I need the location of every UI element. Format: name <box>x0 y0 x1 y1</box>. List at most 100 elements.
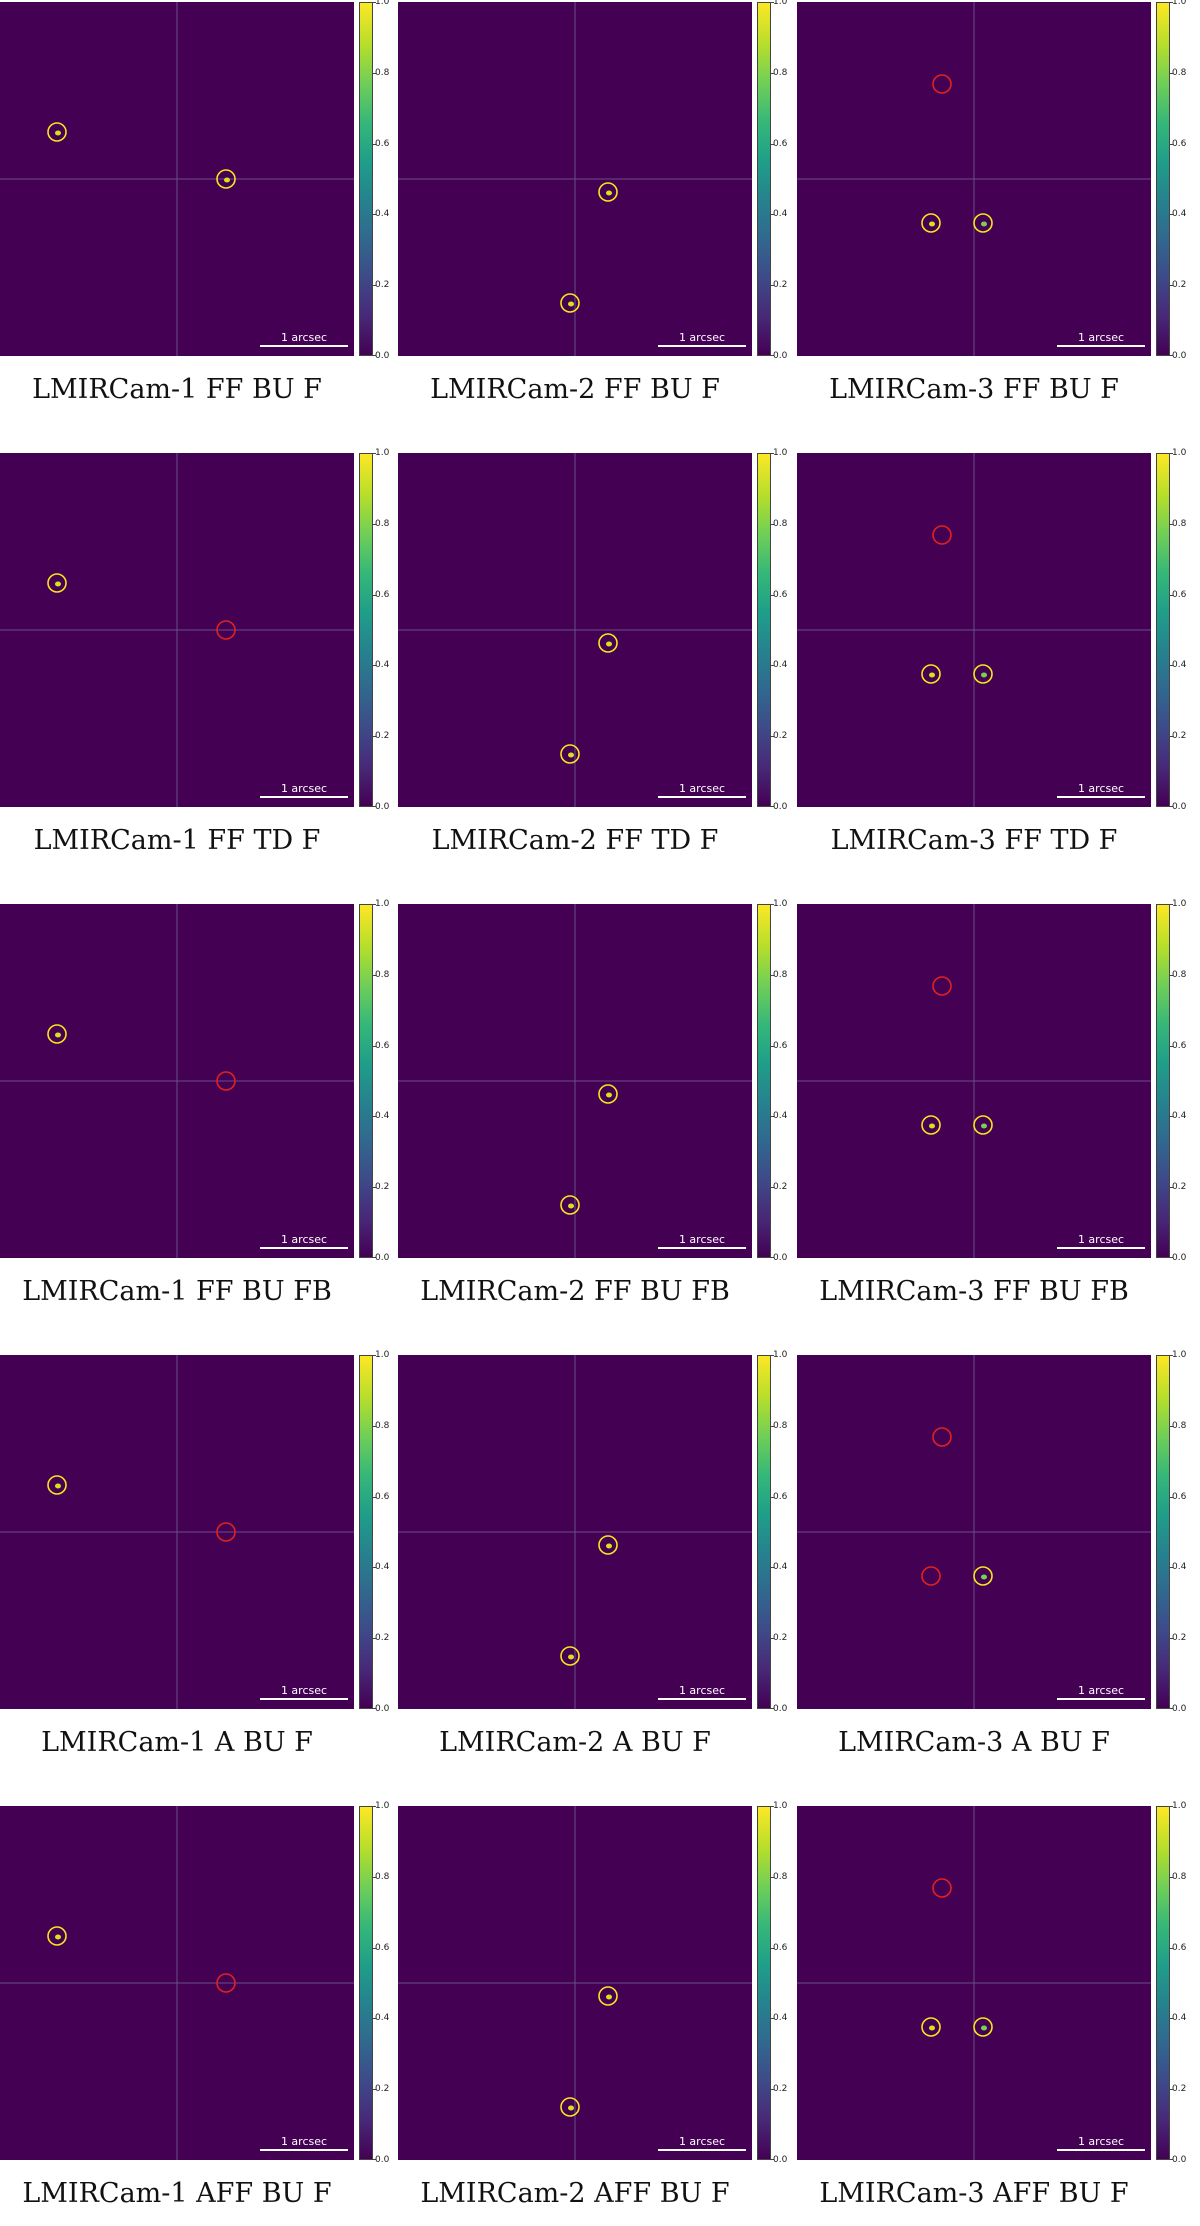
colorbar-tick-mark <box>373 1567 376 1569</box>
scale-bar <box>1057 1698 1145 1700</box>
colorbar-tick-label: 1.0 <box>1172 1801 1187 1811</box>
colorbar-tick-label: 0.8 <box>773 1420 788 1431</box>
colorbar-tick-mark <box>1170 1355 1173 1356</box>
colorbar-tick-mark <box>771 1496 774 1498</box>
colorbar-tick-mark <box>373 72 376 74</box>
colorbar-tick-mark <box>771 2159 774 2160</box>
colorbar-tick-mark <box>771 665 774 667</box>
colorbar-tick-label: 0.6 <box>375 1491 390 1502</box>
colorbar-tick-mark <box>1170 2018 1173 2020</box>
panel-caption: LMIRCam-3 FF BU F <box>829 374 1119 405</box>
colorbar-tick-mark <box>1170 736 1173 738</box>
residual-image: 1 arcsec <box>398 904 752 1258</box>
colorbar <box>359 453 373 807</box>
colorbar <box>359 2 373 356</box>
colorbar-tick-mark <box>373 1257 376 1258</box>
colorbar-tick-mark <box>1170 1496 1173 1498</box>
residual-image: 1 arcsec <box>797 2 1151 356</box>
image-overlay <box>797 2 1151 356</box>
colorbar <box>757 1806 771 2160</box>
colorbar-tick-label: 0.2 <box>773 731 788 742</box>
scale-bar <box>1057 1247 1145 1249</box>
colorbar-tick-mark <box>373 2018 376 2020</box>
colorbar-tick-label: 0.2 <box>375 280 390 291</box>
panel-caption: LMIRCam-1 FF BU FB <box>22 1276 332 1307</box>
colorbar <box>1156 1355 1170 1709</box>
source-blob <box>981 1574 987 1580</box>
detected-marker <box>921 664 941 684</box>
image-overlay <box>0 2 354 356</box>
colorbar-tick-mark <box>373 2159 376 2160</box>
colorbar-tick-mark <box>771 453 774 454</box>
colorbar-tick-mark <box>373 974 376 976</box>
image-panel: 1 arcsec 0.0 0.2 0.4 0.6 0.8 1.0 LMIRCam-1 AFF … <box>0 1801 400 2226</box>
colorbar-tick-label: 0.0 <box>375 1253 390 1263</box>
missed-marker <box>921 1566 941 1586</box>
source-blob <box>929 1123 935 1129</box>
colorbar-tick-mark <box>771 1045 774 1047</box>
colorbar-tick-mark <box>771 1638 774 1640</box>
missed-marker <box>932 74 952 94</box>
colorbar-tick-mark <box>373 2 376 3</box>
image-panel: 1 arcsec 0.0 0.2 0.4 0.6 0.8 1.0 LMIRCam-3 A BU… <box>797 1350 1197 1775</box>
colorbar-tick-label: 1.0 <box>1172 899 1187 909</box>
image-panel: 1 arcsec 0.0 0.2 0.4 0.6 0.8 1.0 LMIRCam-3 FF B… <box>797 899 1197 1324</box>
colorbar-tick-label: 0.6 <box>375 1040 390 1051</box>
colorbar-tick-mark <box>373 1045 376 1047</box>
colorbar-tick-mark <box>1170 143 1173 145</box>
source-blob <box>606 190 612 196</box>
colorbar-tick-mark <box>373 1116 376 1118</box>
colorbar-tick-mark <box>373 665 376 667</box>
scale-bar <box>658 1247 746 1249</box>
colorbar-tick-mark <box>1170 1187 1173 1189</box>
missed-marker <box>216 1071 236 1091</box>
colorbar-tick-mark <box>373 143 376 145</box>
image-panel: 1 arcsec 0.0 0.2 0.4 0.6 0.8 1.0 LMIRCam-2 A BU… <box>398 1350 798 1775</box>
panel-caption: LMIRCam-2 FF BU F <box>430 374 720 405</box>
colorbar-tick-mark <box>1170 1257 1173 1258</box>
colorbar-tick-label: 0.6 <box>1172 138 1187 149</box>
residual-image: 1 arcsec <box>398 1355 752 1709</box>
detected-marker <box>598 1535 618 1555</box>
colorbar-tick-label: 0.0 <box>773 802 788 812</box>
colorbar-tick-mark <box>1170 1567 1173 1569</box>
colorbar-tick-label: 0.8 <box>1172 1871 1187 1882</box>
scale-bar-label: 1 arcsec <box>1077 2135 1125 2148</box>
scale-bar-label: 1 arcsec <box>1077 331 1125 344</box>
colorbar-tick-label: 0.0 <box>375 2155 390 2165</box>
image-overlay <box>398 904 752 1258</box>
residual-image: 1 arcsec <box>797 453 1151 807</box>
colorbar-tick-mark <box>373 355 376 356</box>
colorbar <box>1156 1806 1170 2160</box>
residual-image: 1 arcsec <box>797 1806 1151 2160</box>
colorbar-tick-mark <box>1170 1806 1173 1807</box>
colorbar-tick-mark <box>771 2 774 3</box>
colorbar-tick-label: 0.6 <box>1172 589 1187 600</box>
colorbar-tick-mark <box>1170 1425 1173 1427</box>
colorbar-tick-mark <box>1170 355 1173 356</box>
colorbar-tick-label: 0.4 <box>375 209 390 220</box>
colorbar-tick-label: 0.0 <box>1172 2155 1187 2165</box>
detected-marker <box>560 744 580 764</box>
image-panel: 1 arcsec 0.0 0.2 0.4 0.6 0.8 1.0 LMIRCam-1 FF B… <box>0 0 400 422</box>
image-overlay <box>797 1355 1151 1709</box>
colorbar <box>359 1355 373 1709</box>
image-panel: 1 arcsec 0.0 0.2 0.4 0.6 0.8 1.0 LMIRCam-1 FF T… <box>0 448 400 873</box>
detected-marker <box>598 1986 618 2006</box>
detected-marker <box>47 573 67 593</box>
colorbar-tick-mark <box>1170 523 1173 525</box>
colorbar-tick-label: 0.6 <box>375 589 390 600</box>
colorbar-tick-label: 0.2 <box>773 280 788 291</box>
colorbar <box>757 453 771 807</box>
scale-bar-label: 1 arcsec <box>678 2135 726 2148</box>
source-blob <box>929 221 935 227</box>
colorbar-tick-mark <box>1170 1045 1173 1047</box>
missed-marker <box>216 620 236 640</box>
colorbar-tick-mark <box>1170 1876 1173 1878</box>
colorbar-tick-label: 1.0 <box>1172 448 1187 458</box>
colorbar-tick-mark <box>771 904 774 905</box>
colorbar-tick-label: 1.0 <box>773 448 788 458</box>
colorbar-tick-mark <box>771 1567 774 1569</box>
colorbar-tick-label: 0.0 <box>1172 1253 1187 1263</box>
